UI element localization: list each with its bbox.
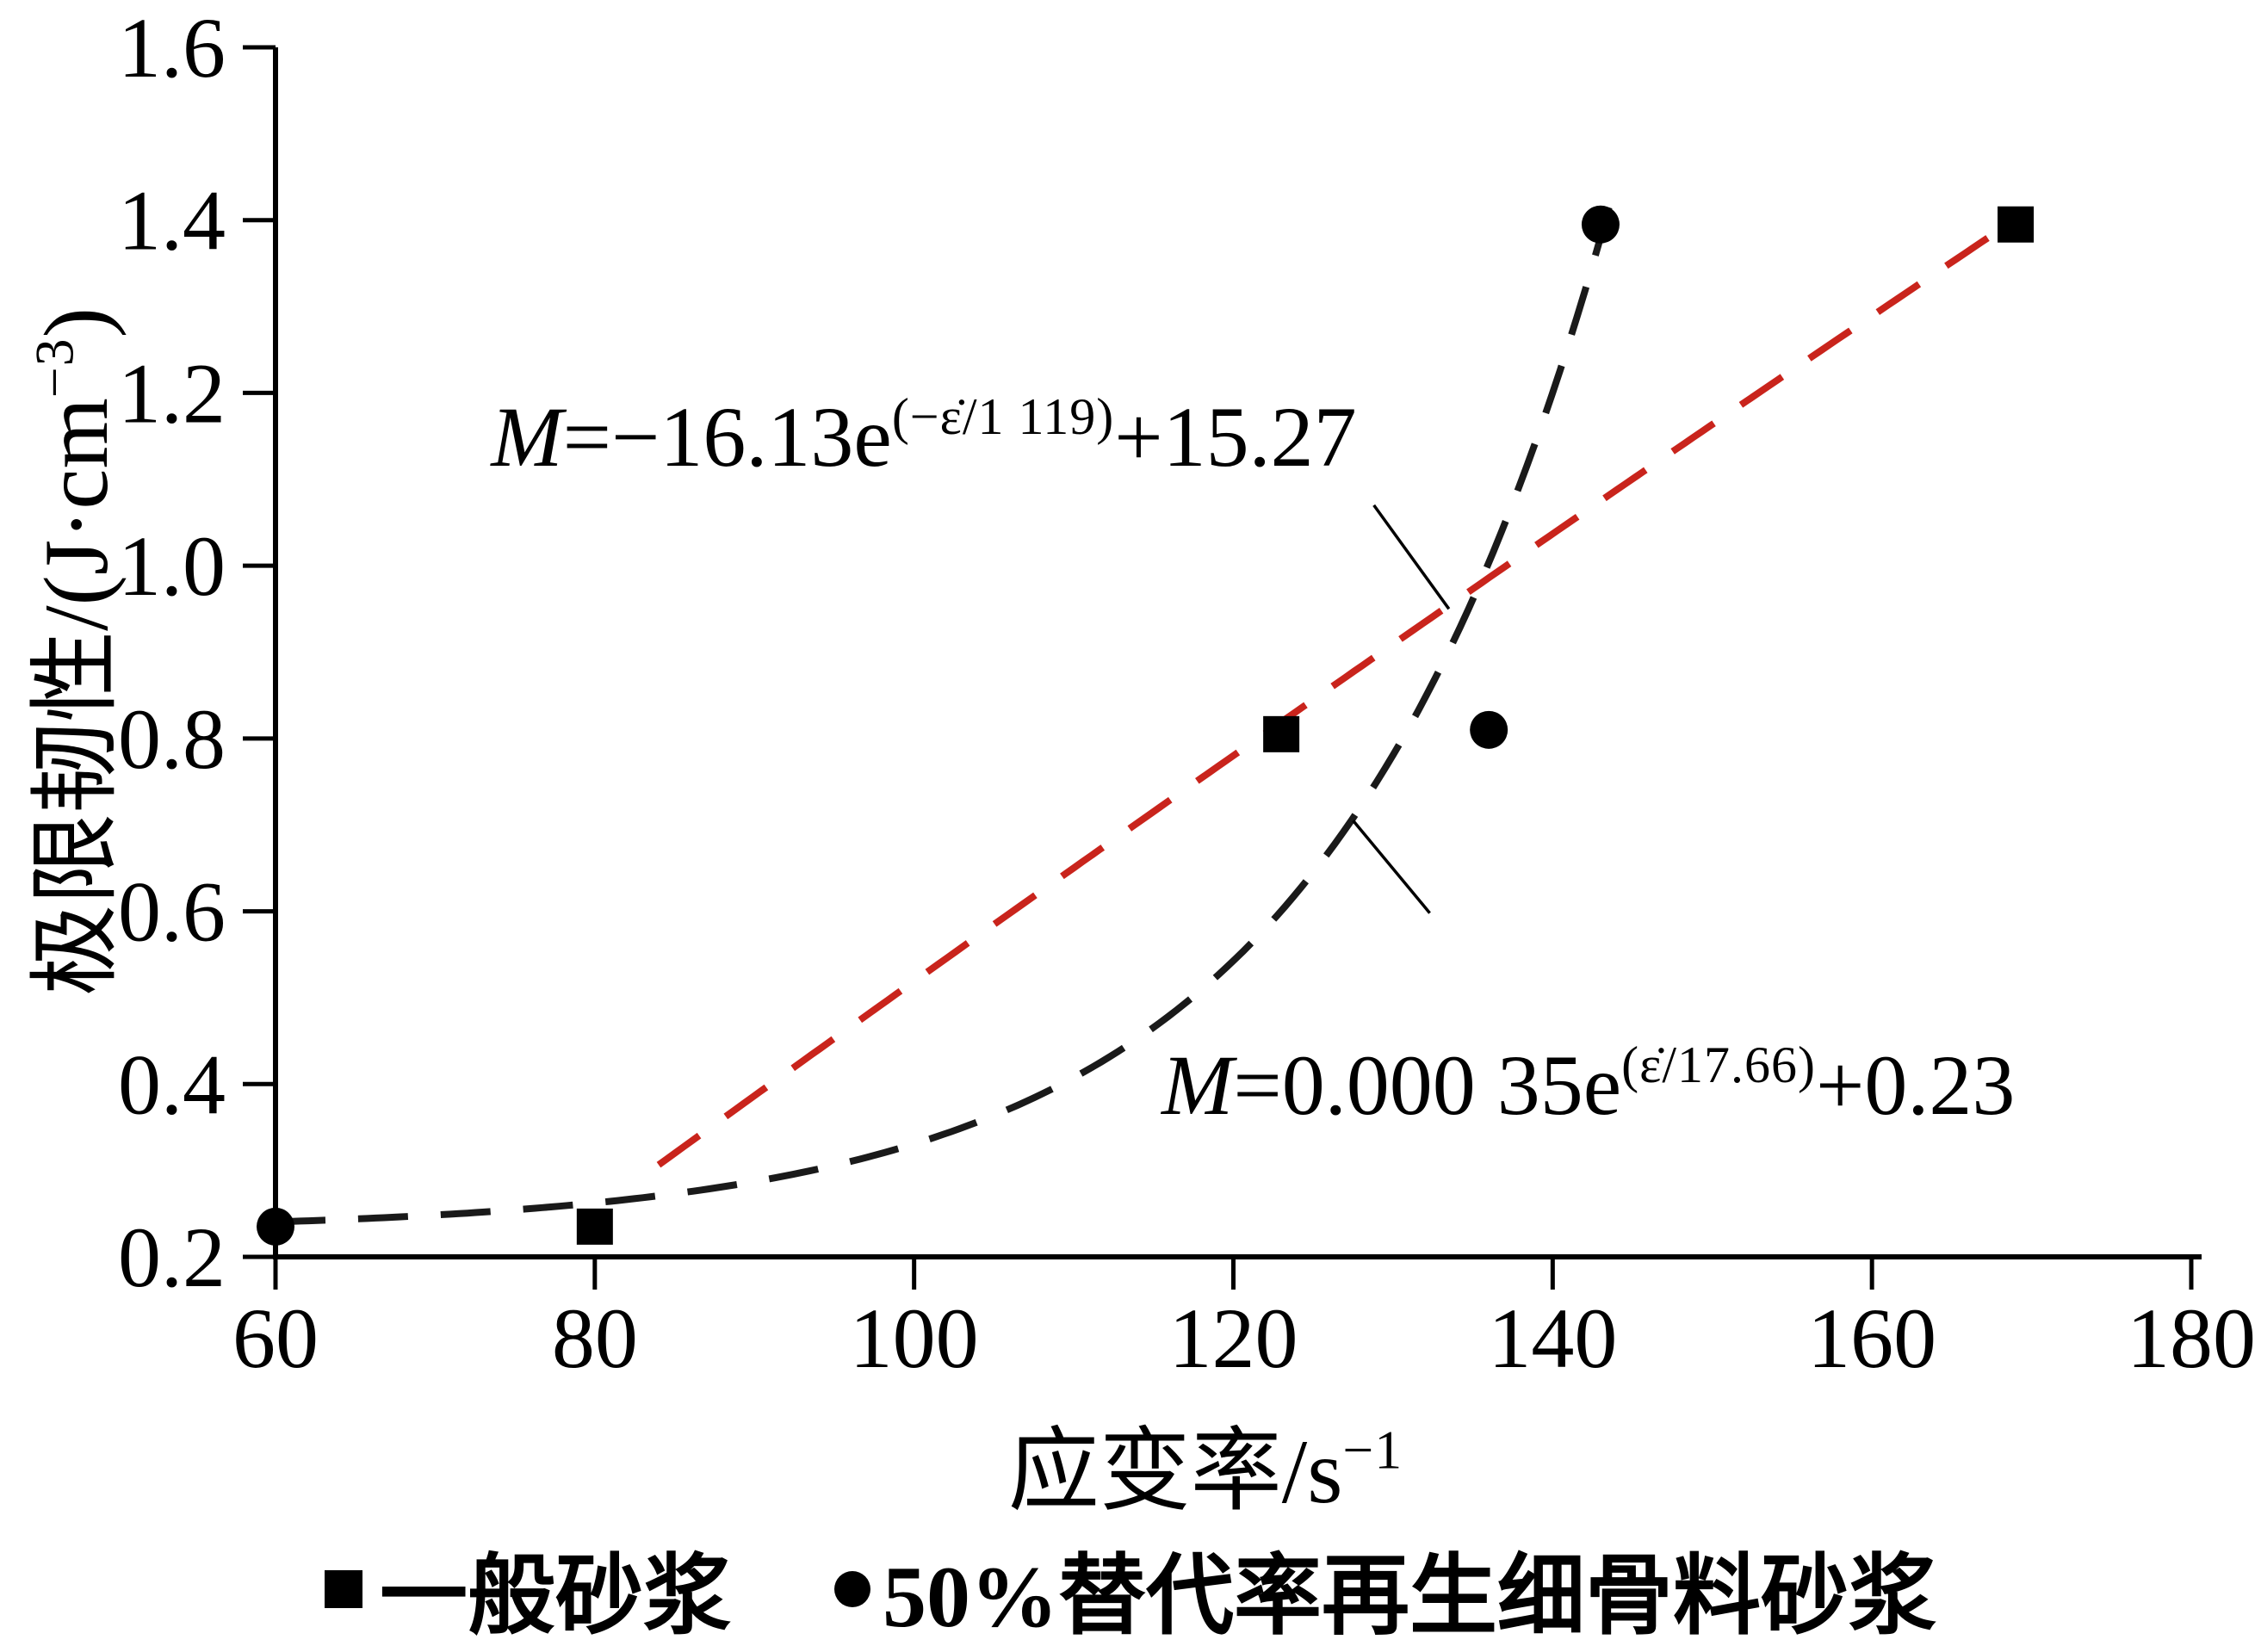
equation-exponent: (−ε̇/1 119): [891, 388, 1115, 446]
x-tick-label: 80: [552, 1290, 638, 1386]
y-tick-label: 0.8: [118, 691, 226, 787]
x-tick-label: 140: [1488, 1290, 1617, 1386]
y-tick-label: 1.2: [118, 345, 226, 441]
equation-label-red-curve: M=−16.13e(−ε̇/1 119)+15.27: [491, 388, 1356, 486]
x-tick-label: 120: [1169, 1290, 1298, 1386]
legend-item-ordinary-mortar: 一般砂浆: [325, 1525, 731, 1652]
data-point-square: [1998, 206, 2035, 243]
data-point-square: [1263, 715, 1300, 752]
fit-curve: [656, 216, 2018, 1168]
x-tick-label: 160: [1807, 1290, 1936, 1386]
legend-label: 一般砂浆: [380, 1549, 731, 1646]
x-axis-label-text: 应变率/s: [1007, 1421, 1343, 1522]
square-marker-icon: [325, 1569, 362, 1608]
y-tick-label: 1.0: [118, 518, 226, 614]
x-axis-label-exponent: −1: [1342, 1419, 1403, 1481]
y-axis-label-exponent: −3: [23, 337, 85, 399]
data-point-square: [576, 1208, 613, 1245]
y-axis-label-tail: ): [26, 307, 127, 338]
data-point-circle: [257, 1207, 294, 1246]
x-tick-label: 180: [2127, 1290, 2256, 1386]
y-tick-label: 1.6: [118, 0, 226, 96]
circle-marker-icon: [834, 1570, 870, 1607]
equation-tail: +0.23: [1815, 1037, 2016, 1134]
fit-curve: [275, 201, 1614, 1226]
legend-item-recycled-mortar: 50%替代率再生细骨料砂浆: [834, 1525, 1936, 1652]
equation-body: =0.000 35e: [1233, 1037, 1622, 1134]
x-tick-label: 60: [232, 1290, 319, 1386]
equation-body: =−16.13e: [562, 389, 892, 486]
y-tick-label: 0.6: [118, 864, 226, 960]
y-tick-label: 1.4: [118, 173, 226, 269]
equation-variable: M: [491, 389, 563, 486]
y-tick-label: 0.4: [118, 1036, 226, 1132]
annotation-leader-line: [1352, 820, 1431, 914]
legend-label: 50%替代率再生细骨料砂浆: [883, 1549, 1936, 1646]
equation-label-black-curve: M=0.000 35e(ε̇/17.66)+0.23: [1161, 1036, 2015, 1134]
y-axis-label-text: 极限韧性/(J·cm: [26, 398, 127, 996]
annotation-leader-line: [1372, 504, 1451, 610]
data-point-circle: [1470, 710, 1508, 749]
x-axis-label: 应变率/s−1: [1008, 1396, 1403, 1529]
y-axis-label: 极限韧性/(J·cm−3): [1, 307, 133, 996]
x-tick-label: 100: [850, 1290, 979, 1386]
data-point-circle: [1581, 205, 1620, 244]
equation-variable: M: [1161, 1037, 1234, 1134]
y-tick-label: 0.2: [118, 1210, 226, 1305]
legend: 一般砂浆 50%替代率再生细骨料砂浆: [0, 1525, 2261, 1652]
equation-tail: +15.27: [1114, 389, 1357, 486]
equation-exponent: (ε̇/17.66): [1621, 1036, 1816, 1094]
